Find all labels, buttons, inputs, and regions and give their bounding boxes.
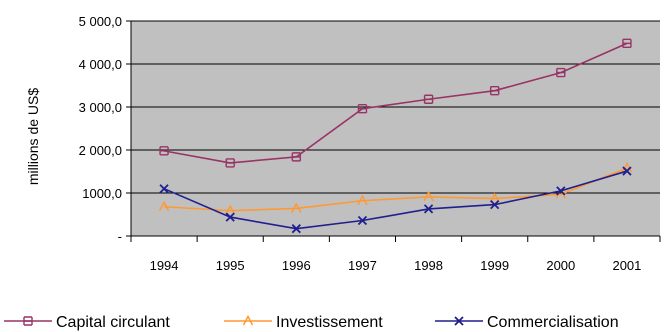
y-tick-label: -: [118, 229, 122, 244]
data-point: [489, 85, 500, 96]
data-point: [225, 158, 235, 168]
legend-item: Commercialisation: [435, 314, 619, 331]
data-point: [423, 204, 434, 214]
series-line: [163, 170, 628, 230]
legend-label: Capital circulant: [56, 314, 170, 331]
legend-label: Commercialisation: [487, 314, 619, 331]
y-tick-label: 1000,0: [82, 186, 122, 201]
x-tick-label: 1997: [348, 258, 377, 273]
y-tick-label: 2 000,0: [79, 143, 122, 158]
legend-label: Investissement: [276, 314, 383, 331]
data-point: [490, 199, 500, 210]
legend: Capital circulant Investissement Commercia…: [4, 314, 619, 331]
legend-marker: [242, 314, 254, 326]
y-tick-label: 4 000,0: [79, 57, 122, 72]
legend-item: Investissement: [224, 314, 383, 331]
plot-area: [131, 21, 660, 236]
data-point: [357, 215, 368, 226]
data-point: [158, 200, 170, 212]
data-point: [556, 186, 566, 196]
data-point: [159, 184, 169, 194]
x-tick-label: 2000: [546, 258, 575, 273]
data-point: [423, 190, 434, 202]
y-tick-label: 5 000,0: [79, 14, 122, 29]
series-line: [163, 42, 628, 164]
series-group: [158, 38, 633, 234]
data-point: [423, 94, 434, 104]
x-tick-label: 1994: [150, 258, 179, 273]
data-point: [159, 146, 169, 156]
x-tick-label: 1996: [282, 258, 311, 273]
data-point: [357, 104, 368, 114]
data-point: [225, 212, 235, 222]
y-axis: - 1000,0 2 000,0 3 000,0 4 000,0 5 000,0: [79, 14, 132, 244]
data-point: [291, 224, 301, 234]
x-tick-label: 1995: [216, 258, 245, 273]
data-point: [291, 202, 302, 213]
data-point: [225, 204, 236, 215]
gridlines: [131, 20, 660, 194]
data-point: [291, 152, 302, 162]
data-point: [556, 67, 566, 78]
data-point: [357, 194, 368, 206]
data-point: [622, 38, 632, 49]
series-commercialisation: [159, 166, 632, 234]
legend-marker: [23, 316, 33, 326]
y-tick-label: 3 000,0: [79, 100, 122, 115]
x-axis: 1994 1995 1996 1997 1998 1999 2000 2001: [130, 235, 661, 273]
x-tick-label: 1998: [414, 258, 443, 273]
data-point: [622, 166, 632, 176]
legend-marker: [454, 316, 464, 326]
series-line: [164, 167, 628, 212]
series-capital-circulant: [159, 38, 632, 168]
x-tick-label: 1999: [480, 258, 509, 273]
legend-item: Capital circulant: [4, 314, 170, 331]
y-axis-title: millions de US$: [25, 88, 41, 185]
x-tick-label: 2001: [612, 258, 641, 273]
data-point: [489, 192, 500, 203]
